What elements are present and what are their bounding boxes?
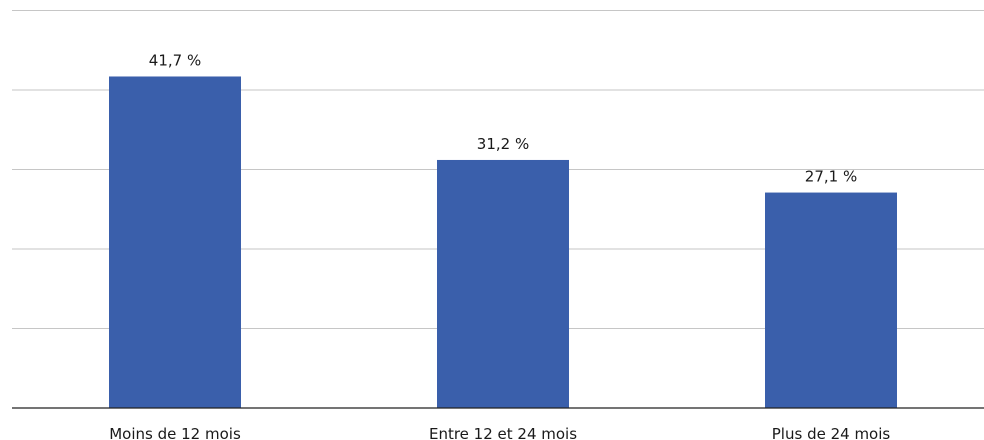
bar — [109, 76, 241, 409]
data-label: 31,2 % — [477, 135, 529, 153]
data-label: 41,7 % — [149, 51, 201, 69]
bar — [765, 192, 897, 408]
x-tick-label: Moins de 12 mois — [109, 425, 241, 440]
x-tick-label: Plus de 24 mois — [772, 425, 891, 440]
bars — [109, 76, 897, 409]
bar — [437, 159, 569, 408]
data-label: 27,1 % — [805, 168, 857, 186]
x-tick-labels: Moins de 12 mois Entre 12 et 24 mois Plus … — [109, 425, 890, 440]
data-labels: 41,7 % 31,2 % 27,1 % — [149, 51, 857, 185]
x-tick-label: Entre 12 et 24 mois — [429, 425, 577, 440]
